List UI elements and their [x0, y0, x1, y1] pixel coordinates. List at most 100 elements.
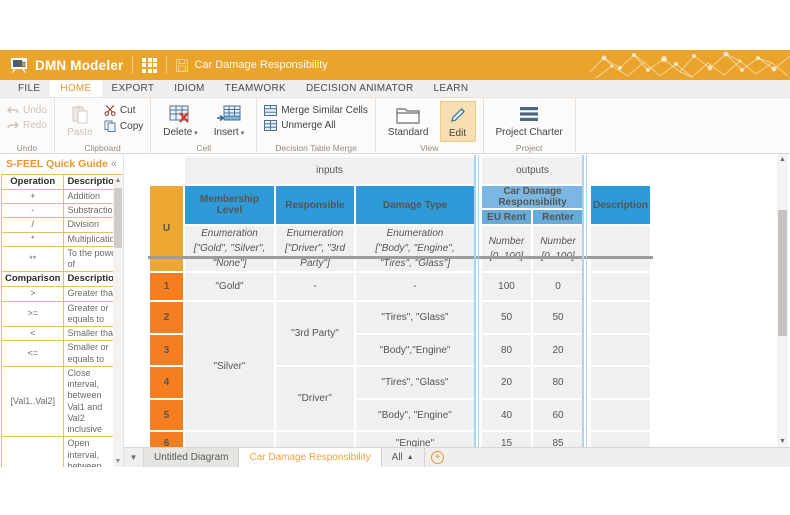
- rule-cell[interactable]: 20: [533, 335, 583, 365]
- rule-cell[interactable]: 80: [482, 335, 531, 365]
- outputs-right-border: [585, 155, 587, 447]
- menu-file[interactable]: FILE: [18, 83, 41, 94]
- rule-cell[interactable]: "Engine": [356, 432, 474, 447]
- column-header-damage-type[interactable]: Damage Type: [356, 186, 474, 224]
- delete-button[interactable]: Delete ▾: [158, 101, 202, 140]
- rule-cell[interactable]: 0: [533, 273, 583, 300]
- save-icon[interactable]: [176, 58, 189, 72]
- menu-idiom[interactable]: IDIOM: [174, 83, 205, 94]
- rule-cell-merged[interactable]: "None": [185, 432, 274, 447]
- scroll-up-icon[interactable]: ▲: [114, 177, 122, 184]
- rule-cell-description[interactable]: [591, 367, 651, 398]
- rule-cell[interactable]: -: [276, 273, 354, 300]
- insert-button[interactable]: Insert ▾: [209, 101, 250, 140]
- sfeel-row: + Addition: [0, 188, 123, 205]
- app-name: DMN Modeler: [35, 57, 124, 73]
- ribbon-group-undo: Undo Redo Undo: [0, 98, 55, 153]
- add-sheet-button[interactable]: +: [425, 448, 451, 467]
- outputs-section-label: outputs: [482, 157, 583, 184]
- column-header-membership-level[interactable]: Membership Level: [185, 186, 274, 224]
- rule-cell[interactable]: "Body","Engine": [356, 335, 474, 365]
- sfeel-row: [Val1..Val2] Close interval, between Val1…: [0, 365, 123, 438]
- app-grid-icon[interactable]: [142, 57, 158, 73]
- copy-button[interactable]: Copy: [104, 120, 143, 132]
- merge-similar-cells-button[interactable]: Merge Similar Cells: [264, 105, 368, 116]
- rule-cell[interactable]: 60: [533, 400, 583, 430]
- menu-teamwork[interactable]: TEAMWORK: [224, 83, 286, 94]
- type-cell-membership[interactable]: Enumeration ["Gold", "Silver", "None"]: [185, 226, 274, 271]
- sidebar-scrollbar[interactable]: ▲ ▼: [113, 176, 123, 467]
- main-scrollbar[interactable]: ▲ ▼: [777, 154, 788, 447]
- rule-cell-merged[interactable]: "Silver": [185, 302, 274, 430]
- menu-home[interactable]: HOME: [50, 80, 102, 97]
- rule-cell-merged[interactable]: -: [276, 432, 354, 447]
- rule-cell[interactable]: 15: [482, 432, 531, 447]
- sfeel-row: <= Smaller or equals to: [0, 340, 123, 367]
- column-header-responsible[interactable]: Responsible: [276, 186, 354, 224]
- rule-cell[interactable]: 50: [533, 302, 583, 333]
- titlebar: DMN Modeler Car Damage Responsibility: [0, 50, 790, 80]
- unmerge-cells-icon: [264, 120, 278, 131]
- tab-car-damage-responsibility[interactable]: Car Damage Responsibility: [239, 448, 382, 467]
- undo-button[interactable]: Undo: [7, 105, 47, 116]
- type-cell-renter[interactable]: Number[0..100]: [533, 226, 583, 271]
- tab-all-filter[interactable]: All ▲: [382, 448, 425, 467]
- inputs-section-label: inputs: [185, 157, 474, 184]
- paste-icon: [72, 105, 88, 123]
- collapse-panel-icon[interactable]: «: [110, 158, 117, 170]
- rule-cell-description[interactable]: [591, 273, 651, 300]
- scroll-down-icon[interactable]: ▼: [779, 438, 786, 445]
- standard-view-button[interactable]: Standard: [383, 101, 434, 140]
- main-scrollbar-thumb[interactable]: [778, 210, 787, 336]
- project-charter-button[interactable]: Project Charter: [491, 101, 568, 140]
- rule-cell[interactable]: 20: [482, 367, 531, 398]
- rule-cell-description[interactable]: [591, 302, 651, 333]
- paste-button[interactable]: Paste: [62, 101, 98, 140]
- rule-number[interactable]: 4: [150, 367, 183, 398]
- rule-number[interactable]: 3: [150, 335, 183, 365]
- standard-view-icon: [396, 107, 420, 124]
- menu-export[interactable]: EXPORT: [111, 83, 155, 94]
- rule-cell[interactable]: "Gold": [185, 273, 274, 300]
- column-header-description[interactable]: Description: [591, 186, 651, 224]
- rule-cell-description[interactable]: [591, 400, 651, 430]
- rule-row: 4 "Driver" "Tires", "Glass" 20 80: [150, 367, 651, 430]
- output-group-header[interactable]: Car Damage Responsibility: [482, 186, 583, 208]
- menu-decision-animator[interactable]: DECISION ANIMATOR: [305, 83, 414, 94]
- rule-cell[interactable]: 100: [482, 273, 531, 300]
- rule-cell[interactable]: 40: [482, 400, 531, 430]
- rule-cell[interactable]: 80: [533, 367, 583, 398]
- menu-learn[interactable]: LEARN: [433, 83, 469, 94]
- type-cell-eu-rent[interactable]: Number[0..100]: [482, 226, 531, 271]
- rule-cell-description[interactable]: [591, 432, 651, 447]
- redo-button[interactable]: Redo: [7, 120, 47, 131]
- rule-cell[interactable]: "Body", "Engine": [356, 400, 474, 430]
- menubar: FILE HOME EXPORT IDIOM TEAMWORK DECISION…: [0, 80, 790, 98]
- edit-view-button[interactable]: Edit: [439, 101, 476, 142]
- tab-untitled-diagram[interactable]: Untitled Diagram: [144, 448, 240, 467]
- rule-cell[interactable]: -: [356, 273, 474, 300]
- chevron-up-icon: ▲: [406, 454, 414, 461]
- rule-number[interactable]: 6: [150, 432, 183, 447]
- scroll-down-icon[interactable]: ▼: [114, 458, 122, 465]
- tab-list-dropdown-icon[interactable]: ▼: [124, 448, 144, 467]
- unmerge-all-button[interactable]: Unmerge All: [264, 120, 368, 131]
- type-cell-damage[interactable]: Enumeration ["Body", "Engine", "Tires", "…: [356, 226, 474, 271]
- rule-cell[interactable]: "Tires", "Glass": [356, 367, 474, 398]
- scroll-up-icon[interactable]: ▲: [779, 156, 786, 163]
- rule-number[interactable]: 1: [150, 273, 183, 300]
- rule-number[interactable]: 2: [150, 302, 183, 333]
- rule-cell[interactable]: 50: [482, 302, 531, 333]
- rule-cell-merged[interactable]: "3rd Party": [276, 302, 354, 365]
- type-cell-description[interactable]: [591, 226, 651, 271]
- rule-cell-description[interactable]: [591, 335, 651, 365]
- output-header-renter[interactable]: Renter: [533, 210, 583, 224]
- output-header-eu-rent[interactable]: EU Rent: [482, 210, 531, 224]
- cut-button[interactable]: Cut: [104, 105, 143, 116]
- rule-cell-merged[interactable]: "Driver": [276, 367, 354, 430]
- rule-cell[interactable]: "Tires", "Glass": [356, 302, 474, 333]
- type-cell-responsible[interactable]: Enumeration ["Driver", "3rd Party"]: [276, 226, 354, 271]
- sidebar-scrollbar-thumb[interactable]: [114, 188, 122, 248]
- rule-number[interactable]: 5: [150, 400, 183, 430]
- rule-cell[interactable]: 85: [533, 432, 583, 447]
